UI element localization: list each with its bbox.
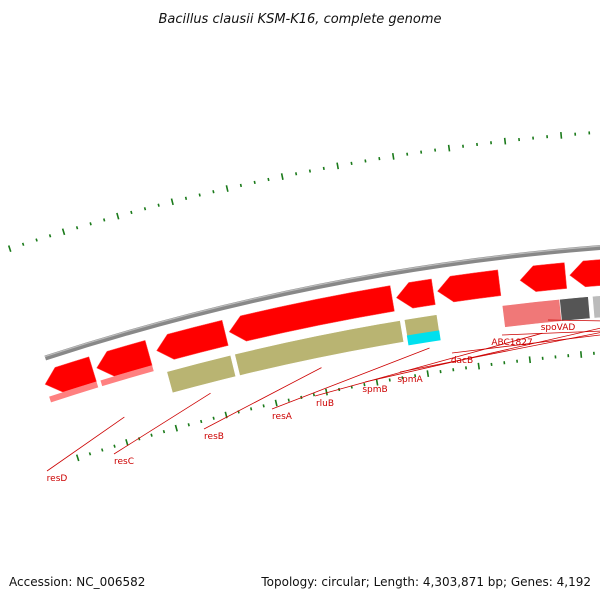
gene-block [592, 295, 600, 319]
cds-arrow [437, 269, 502, 303]
tick-mark [113, 444, 116, 448]
gene-block-cyan [406, 330, 441, 346]
cds-arrow [519, 262, 568, 292]
tick-mark [287, 398, 290, 402]
gene-label-resD: resD [47, 474, 68, 484]
accession-label: Accession: NC_006582 [9, 575, 145, 589]
tick-mark [187, 423, 190, 427]
tick-mark [35, 238, 38, 242]
gene-label-resB: resB [204, 432, 224, 442]
backbone-arc [44, 245, 600, 361]
tick-mark [325, 388, 328, 396]
tick-mark [174, 424, 178, 432]
tick-mark [170, 198, 174, 206]
tick-mark [401, 376, 404, 380]
tick-mark [75, 454, 80, 462]
gene-label-spmA: spmA [397, 375, 423, 385]
tick-mark [249, 407, 253, 411]
leader-line [364, 327, 600, 383]
cds-arrow [395, 278, 436, 309]
gene-block [234, 320, 405, 376]
gene-label-dacB: dacB [451, 356, 473, 366]
tick-mark [579, 351, 583, 358]
tick-mark [280, 173, 284, 180]
gene-label-rluB: rluB [316, 399, 334, 409]
tick-mark [225, 185, 229, 192]
tick-mark [560, 132, 563, 139]
tick-mark [388, 378, 391, 382]
genome-backbone [44, 245, 600, 361]
tick-mark [274, 399, 278, 407]
tick-mark [157, 203, 160, 207]
leader-line [501, 330, 600, 336]
cds-arrow [569, 259, 600, 288]
leader-line [46, 416, 125, 472]
tick-mark [89, 222, 92, 226]
leader-line [314, 332, 543, 397]
tick-mark [447, 144, 451, 152]
cds-arrow [156, 319, 229, 360]
tick-mark [130, 210, 133, 215]
tick-mark [375, 378, 379, 386]
leader-line [451, 334, 600, 354]
leader-line [113, 392, 211, 455]
tick-mark [322, 166, 325, 171]
tick-mark [391, 152, 395, 160]
tick-mark [262, 404, 265, 408]
gene-labels: resD resC resB resA rluB spmB spmA dacB ABC1827 s… [46, 319, 600, 484]
cds-shadow [49, 381, 99, 403]
tick-mark [212, 190, 215, 194]
tick-mark [150, 433, 153, 437]
leader-line [203, 367, 322, 430]
tick-mark [253, 180, 256, 185]
tick-mark [198, 193, 201, 197]
tick-mark [426, 370, 430, 378]
leader-line [271, 347, 430, 410]
tick-mark [48, 234, 52, 238]
tick-mark [477, 362, 481, 370]
tick-mark [138, 437, 141, 441]
tick-mark [143, 207, 147, 211]
tick-mark [312, 393, 316, 397]
genome-info-label: Topology: circular; Length: 4,303,871 bp… [260, 575, 591, 589]
gene-label-spoVAD: spoVAD [541, 323, 576, 333]
tick-mark [75, 226, 79, 230]
inner-tick-ring [75, 351, 595, 462]
backbone-highlight [44, 245, 600, 358]
tick-mark [184, 196, 188, 200]
tick-mark [212, 416, 215, 420]
gene-block [166, 354, 237, 394]
tick-mark [21, 242, 25, 246]
tick-mark [308, 169, 312, 173]
cds-shadow [100, 365, 154, 387]
tick-mark [125, 439, 129, 446]
tick-mark [295, 172, 298, 176]
tick-mark [103, 218, 106, 222]
tick-mark [200, 419, 203, 424]
gene-label-resC: resC [114, 457, 134, 467]
tick-mark [162, 429, 166, 434]
tick-mark [350, 161, 353, 165]
tick-mark [503, 137, 507, 145]
tick-mark [88, 452, 92, 456]
tick-mark [61, 228, 66, 236]
gene-label-ABC1827: ABC1827 [491, 338, 532, 348]
tick-mark [363, 383, 366, 387]
tick-mark [101, 448, 104, 452]
tick-mark [116, 212, 120, 220]
gene-label-spmB: spmB [362, 385, 387, 395]
tick-mark [528, 356, 532, 364]
tick-mark [267, 177, 270, 182]
gene-label-resA: resA [272, 412, 293, 422]
map-title: Bacillus clausii KSM-K16, complete genom… [158, 12, 441, 27]
gene-block [559, 296, 591, 322]
outer-tick-ring [7, 131, 591, 252]
cds-arrow [228, 285, 395, 342]
tick-mark [239, 183, 243, 188]
tick-mark [336, 162, 340, 170]
tick-mark [7, 245, 12, 252]
gene-features [44, 259, 600, 403]
tick-mark [364, 159, 367, 163]
